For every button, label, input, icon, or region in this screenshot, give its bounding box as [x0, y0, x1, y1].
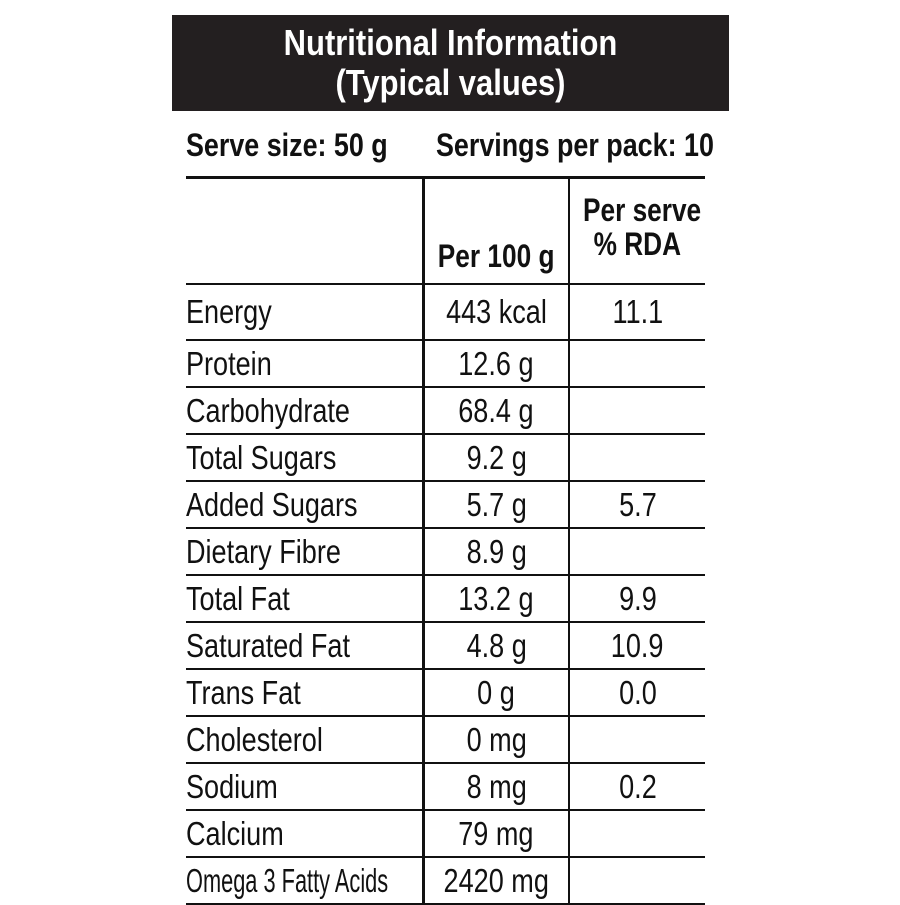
rda-value: 11.1: [612, 293, 663, 330]
per-100g-value: 13.2 g: [458, 579, 534, 617]
per-100g-value: 8.9 g: [466, 532, 527, 570]
rda-value: 5.7: [618, 485, 657, 523]
nutrient-name: Saturated Fat: [186, 626, 350, 664]
table-row: Carbohydrate 68.4 g: [186, 387, 705, 434]
nutrient-name: Total Fat: [186, 579, 290, 617]
table-row: Total Sugars 9.2 g: [186, 434, 705, 481]
table-row: Omega 3 Fatty Acids 2420 mg: [186, 857, 705, 904]
nutrient-name: Protein: [186, 344, 272, 382]
table-row: Sodium 8 mg 0.2: [186, 763, 705, 810]
rda-value: 10.9: [611, 626, 664, 664]
rda-value: 0.2: [618, 767, 657, 805]
table-row: Saturated Fat 4.8 g 10.9: [186, 622, 705, 669]
nutrient-name: Total Sugars: [186, 438, 337, 476]
rda-value: 0.0: [618, 673, 657, 711]
per-100g-value: 12.6 g: [458, 344, 534, 382]
table-row: Total Fat 13.2 g 9.9: [186, 575, 705, 622]
per-100g-value: 0 mg: [466, 720, 527, 758]
table-row: Dietary Fibre 8.9 g: [186, 528, 705, 575]
nutrient-name: Omega 3 Fatty Acids: [186, 861, 389, 899]
header-per-100g: Per 100 g: [421, 177, 570, 284]
per-100g-value: 68.4 g: [458, 391, 534, 429]
rda-value: 9.9: [618, 579, 657, 617]
per-100g-value: 2420 mg: [443, 861, 549, 899]
per-100g-value: 0 g: [477, 673, 516, 711]
header-rda: Per serve% RDA: [582, 192, 702, 262]
nutrient-name: Carbohydrate: [186, 391, 350, 429]
table-row: Cholesterol 0 mg: [186, 716, 705, 763]
per-100g-value: 8 mg: [466, 767, 527, 805]
per-100g-value: 79 mg: [458, 814, 534, 852]
serve-size-label: Serve size: 50 g: [186, 127, 388, 163]
table-header-row: Per 100 g Per serve% RDA: [186, 177, 705, 285]
title-banner: Nutritional Information (Typical values): [172, 15, 729, 111]
nutrient-name: Cholesterol: [186, 720, 323, 758]
table-row: Trans Fat 0 g 0.0: [186, 669, 705, 716]
header-nutrient: [186, 178, 423, 285]
per-100g-value: 4.8 g: [466, 626, 527, 664]
nutrient-name: Sodium: [186, 767, 278, 805]
table-row: Energy 443 kcal 11.1: [186, 284, 705, 340]
nutrient-name: Energy: [186, 293, 272, 330]
per-100g-value: 443 kcal: [445, 293, 547, 330]
table-row: Calcium 79 mg: [186, 810, 705, 857]
table-row: Added Sugars 5.7 g 5.7: [186, 481, 705, 528]
per-100g-value: 9.2 g: [466, 438, 527, 476]
page-title: Nutritional Information: [283, 22, 618, 63]
nutrition-table: Per 100 g Per serve% RDA Energy 443 kcal…: [186, 176, 705, 905]
nutrient-name: Calcium: [186, 814, 284, 852]
nutrient-name: Trans Fat: [186, 673, 301, 711]
page-subtitle: (Typical values): [335, 62, 566, 103]
nutrient-name: Dietary Fibre: [186, 532, 341, 570]
servings-per-pack-label: Servings per pack: 10: [436, 127, 714, 163]
per-100g-value: 5.7 g: [466, 485, 527, 523]
table-row: Protein 12.6 g: [186, 340, 705, 387]
nutrient-name: Added Sugars: [186, 485, 358, 523]
